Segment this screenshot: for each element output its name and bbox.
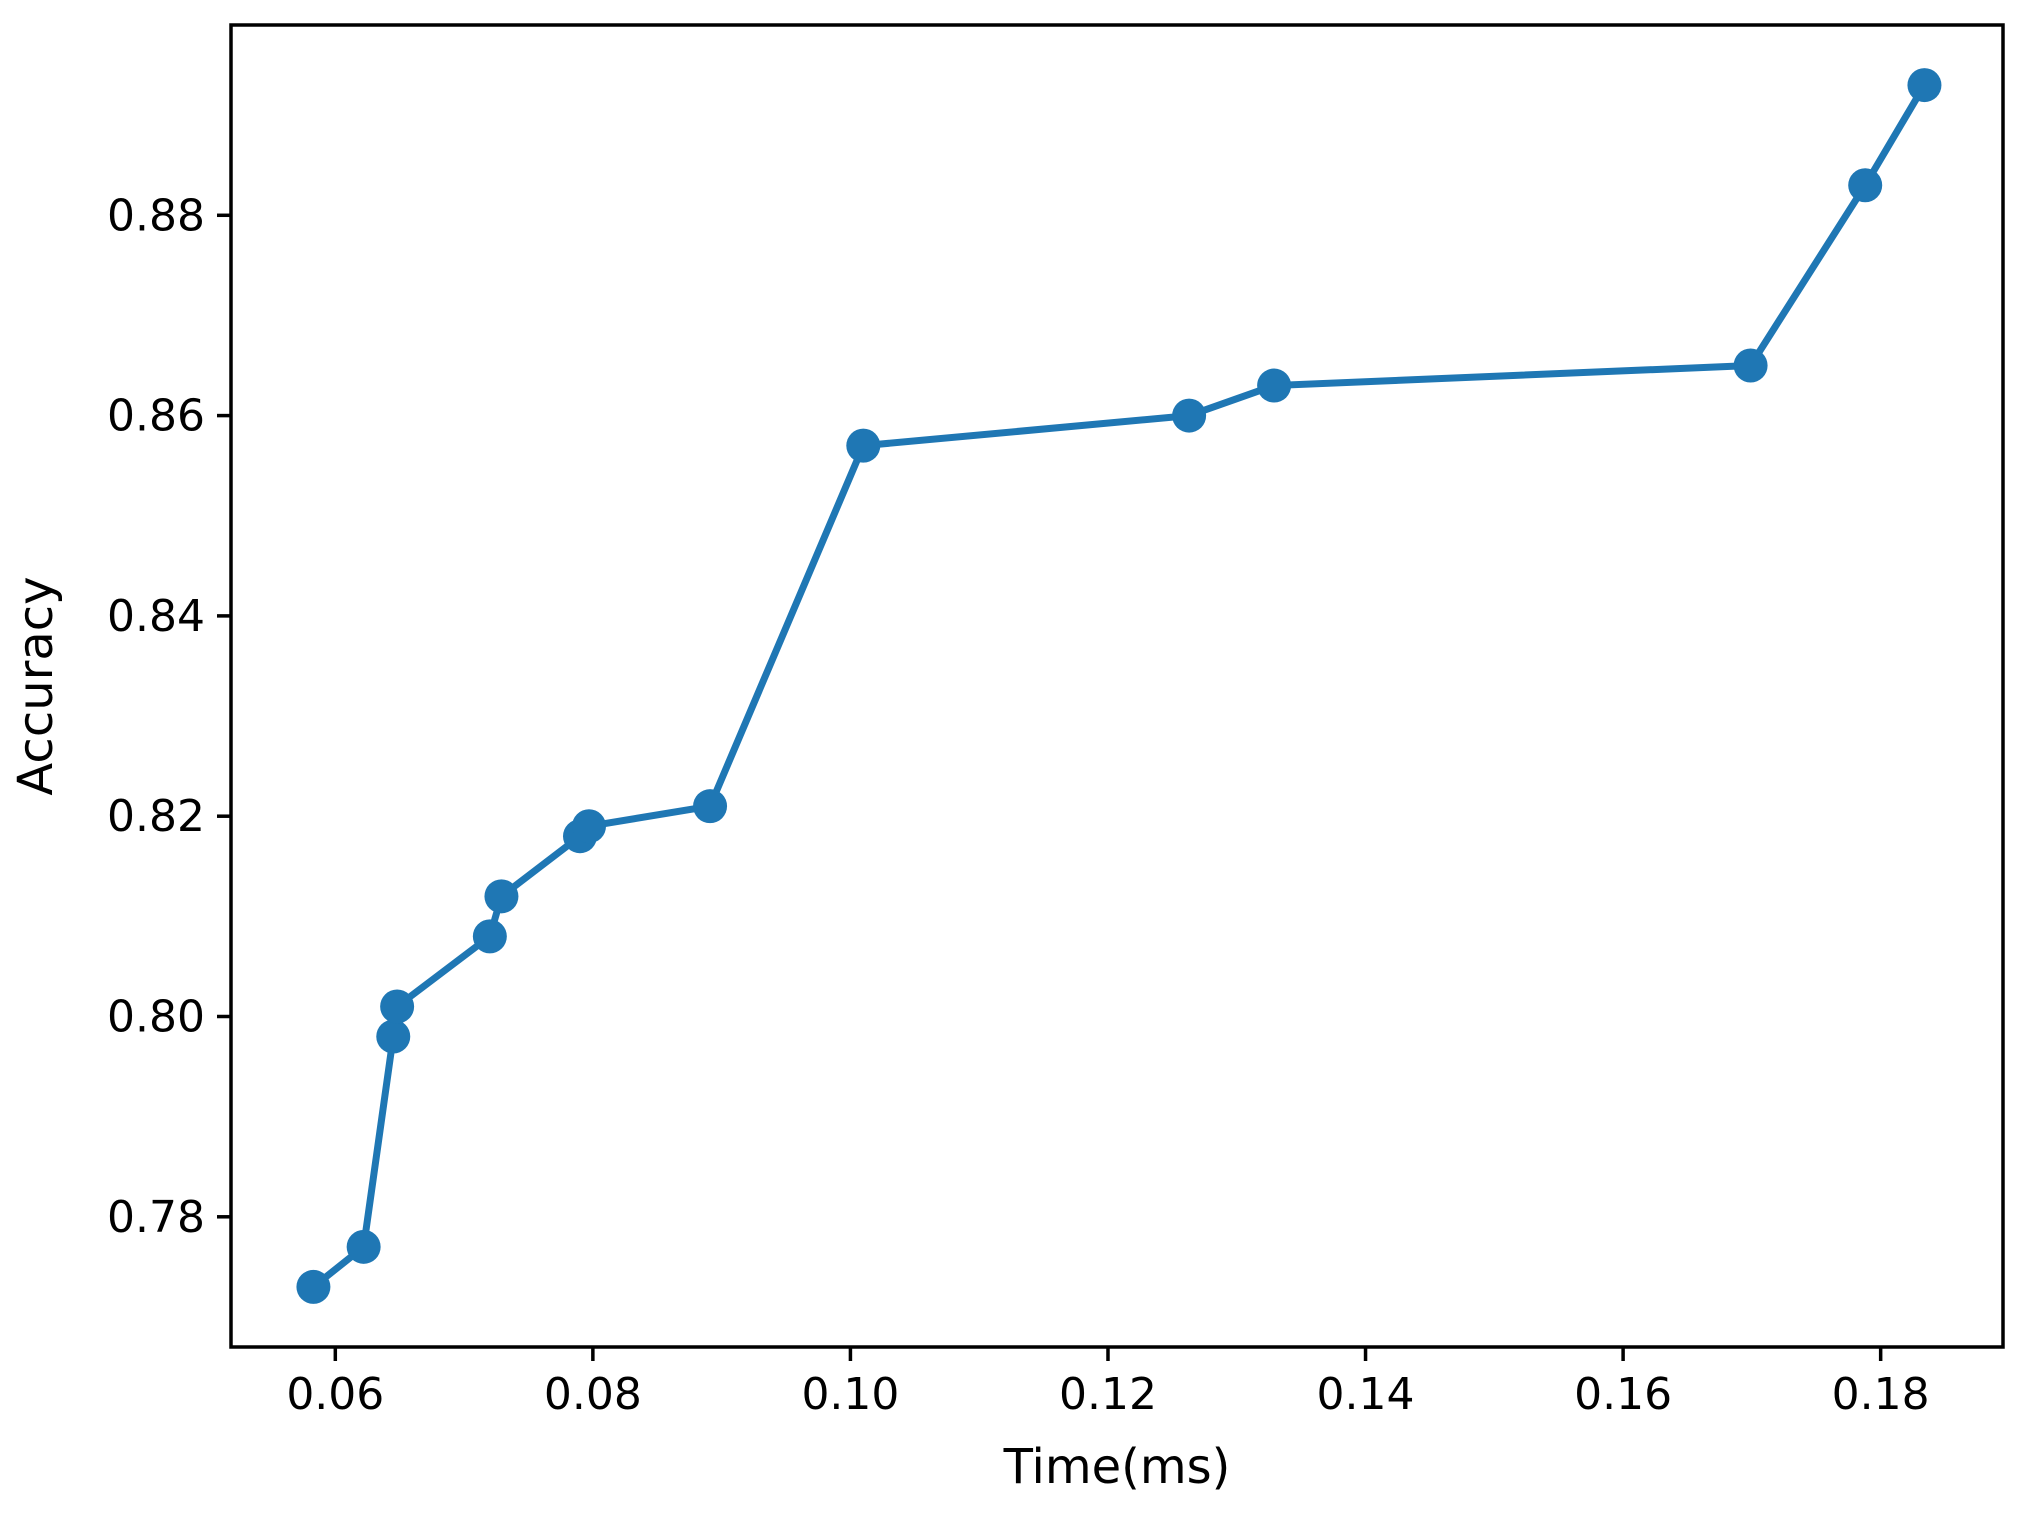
- data-point-marker: [1172, 398, 1207, 433]
- data-point-marker: [1907, 68, 1942, 103]
- data-point-marker: [693, 789, 728, 824]
- series-line: [309, 81, 1928, 1291]
- data-point-marker: [572, 809, 607, 844]
- y-tick-label: 0.80: [107, 992, 205, 1043]
- data-point-marker: [846, 428, 881, 463]
- y-tick-label: 0.84: [107, 591, 205, 642]
- data-point-marker: [472, 919, 507, 954]
- y-tick-label: 0.78: [107, 1192, 205, 1243]
- x-tick-label: 0.06: [286, 1369, 384, 1420]
- y-tick-label: 0.86: [107, 391, 205, 442]
- data-point-marker: [296, 1269, 331, 1304]
- x-tick-label: 0.08: [544, 1369, 642, 1420]
- data-point-marker: [346, 1229, 381, 1264]
- x-tick-label: 0.14: [1317, 1369, 1415, 1420]
- plot-border: [229, 23, 2005, 1349]
- y-axis-label: Accuracy: [8, 576, 64, 795]
- data-point-marker: [376, 1019, 411, 1054]
- x-tick-label: 0.18: [1832, 1369, 1930, 1420]
- data-point-marker: [1733, 348, 1768, 383]
- y-tick-label: 0.88: [107, 190, 205, 241]
- x-tick-label: 0.10: [801, 1369, 899, 1420]
- x-tick-label: 0.12: [1059, 1369, 1157, 1420]
- data-point-marker: [484, 879, 519, 914]
- y-axis-ticks: 0.78 0.80 0.82 0.84 0.86 0.88: [107, 190, 231, 1243]
- data-series: [296, 68, 1942, 1304]
- x-axis-ticks: 0.06 0.08 0.10 0.12 0.14 0.16 0.18: [286, 1347, 1930, 1420]
- y-tick-label: 0.82: [107, 791, 205, 842]
- x-axis-label: Time(ms): [1003, 1439, 1231, 1495]
- data-point-marker: [380, 989, 415, 1024]
- data-point-marker: [1848, 168, 1883, 203]
- x-tick-label: 0.16: [1574, 1369, 1672, 1420]
- data-point-marker: [1257, 368, 1292, 403]
